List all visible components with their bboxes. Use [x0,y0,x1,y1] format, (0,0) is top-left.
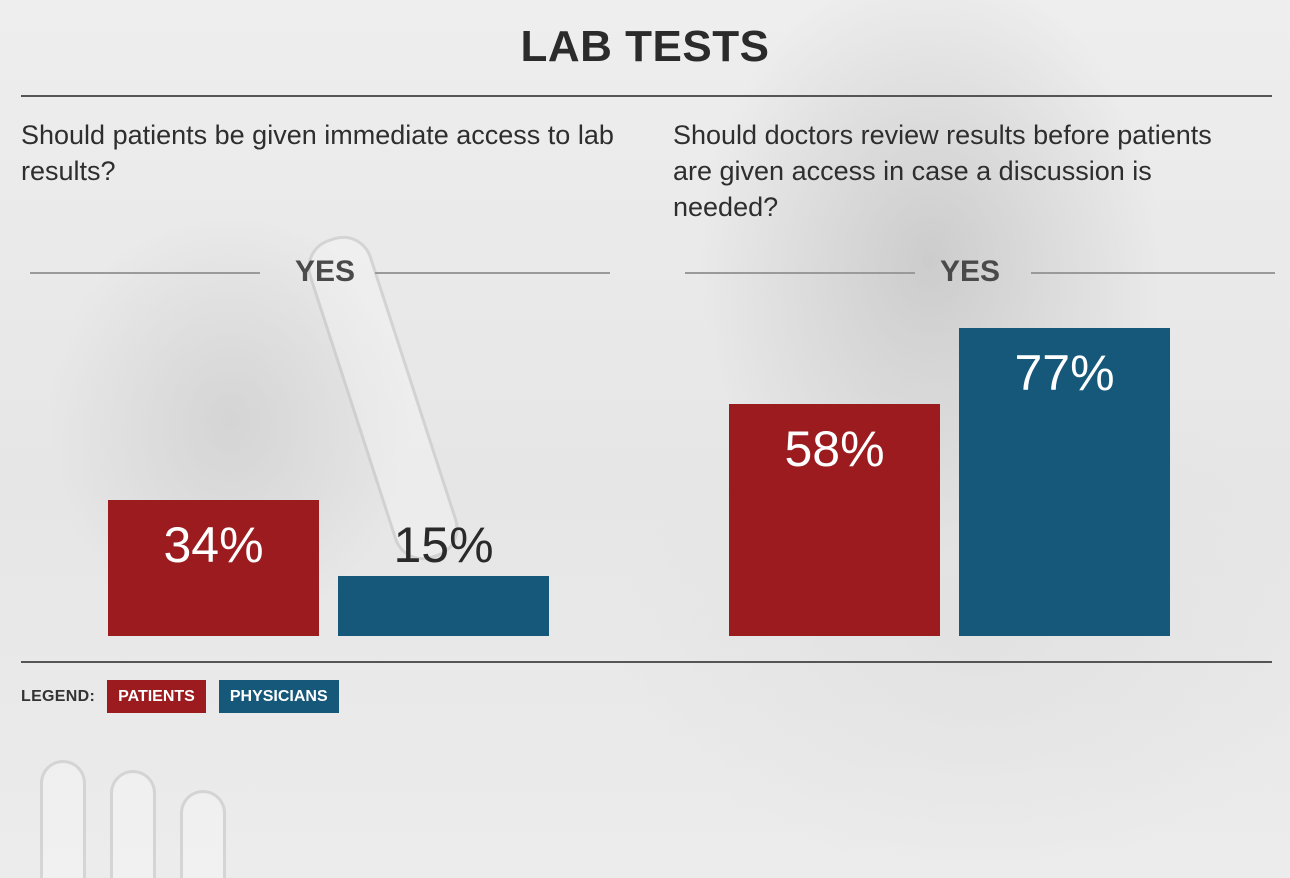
bar-right-patients [729,404,940,636]
bar-left-physicians [338,576,549,636]
bar-left-patients [108,500,319,636]
yes-label-left: YES [294,255,356,288]
data-label-right-patients: 58% [784,421,884,477]
legend: LEGEND: PATIENTS PHYSICIANS [21,680,352,713]
title-divider [21,95,1272,97]
yes-label-right: YES [939,255,1001,288]
yes-header-left: YES [30,257,610,287]
page-title: LAB TESTS [520,22,770,71]
data-label-left-physicians: 15% [393,517,493,573]
legend-item-patients: PATIENTS [107,680,206,713]
question-right: Should doctors review results before pat… [673,120,1212,222]
data-label-left-patients: 34% [163,517,263,573]
legend-divider [21,661,1272,663]
legend-item-physicians: PHYSICIANS [218,680,339,713]
data-label-right-physicians: 77% [1014,345,1114,401]
legend-title: LEGEND: [21,687,96,705]
bar-right-physicians [959,328,1170,636]
yes-header-right: YES [685,257,1275,287]
question-left: Should patients be given immediate acces… [21,120,614,186]
